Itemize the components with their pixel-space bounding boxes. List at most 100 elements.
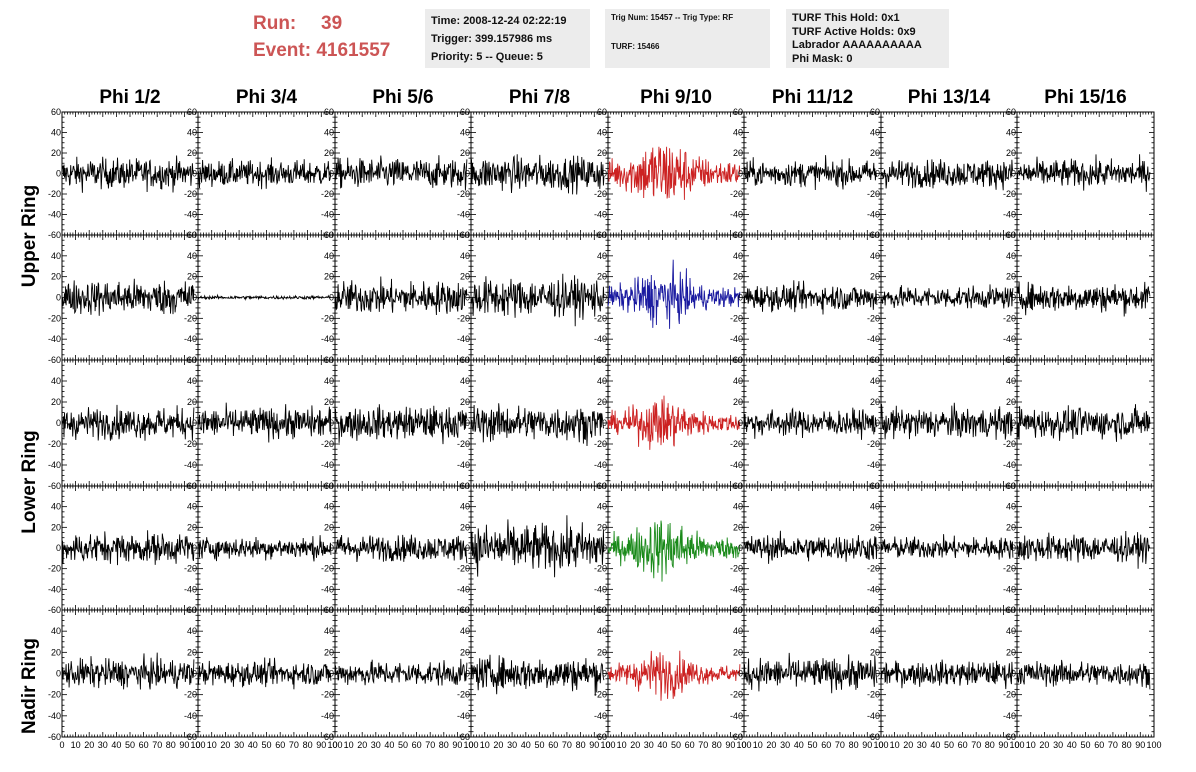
- phi-header-13-14: Phi 13/14: [907, 87, 991, 108]
- y-tick-label: -40: [867, 210, 880, 220]
- phi-header-7-8: Phi 7/8: [508, 87, 571, 108]
- y-tick-label: -20: [1003, 189, 1016, 199]
- waveform-trace: [61, 404, 195, 441]
- y-tick-label: 0: [738, 169, 743, 179]
- y-tick-label: 20: [460, 522, 470, 532]
- waveform-trace: [880, 159, 1014, 191]
- phi-header-11-12: Phi 11/12: [771, 87, 854, 108]
- y-tick-label: 20: [324, 397, 334, 407]
- y-tick-label: -20: [321, 564, 334, 574]
- y-tick-label: 0: [1011, 418, 1016, 428]
- waveform-trace: [197, 535, 332, 562]
- y-tick-label: -20: [457, 439, 470, 449]
- y-tick-label: 40: [324, 251, 334, 261]
- y-tick-label: 40: [870, 251, 880, 261]
- y-tick-label: 0: [1011, 293, 1016, 303]
- waveform-trace: [334, 155, 468, 191]
- y-tick-label: 60: [870, 107, 880, 117]
- y-tick-label: -40: [321, 210, 334, 220]
- y-tick-label: 60: [733, 107, 743, 117]
- y-tick-label: -40: [730, 584, 743, 594]
- y-tick-label: -20: [184, 313, 197, 323]
- y-tick-label: 40: [733, 376, 743, 386]
- y-tick-label: -20: [594, 564, 607, 574]
- y-tick-label: 40: [870, 376, 880, 386]
- y-tick-label: -20: [48, 564, 61, 574]
- y-tick-label: -20: [1003, 439, 1016, 449]
- y-tick-label: -20: [184, 564, 197, 574]
- run-number-row: Run: 39: [253, 10, 390, 37]
- trigger-info-box: Trig Num: 15457 -- Trig Type: RF TURF: 1…: [605, 9, 770, 68]
- y-tick-label: 40: [1006, 251, 1016, 261]
- waveform-trace: [197, 157, 332, 190]
- y-tick-label: 20: [870, 522, 880, 532]
- y-tick-label: -40: [457, 334, 470, 344]
- waveform-trace: [61, 530, 195, 566]
- y-tick-label: -20: [594, 189, 607, 199]
- y-tick-label: 0: [56, 169, 61, 179]
- waveform-trace: [470, 154, 605, 195]
- y-tick-label: -40: [594, 460, 607, 470]
- waveform-trace: [61, 155, 195, 193]
- y-tick-label: 20: [460, 397, 470, 407]
- y-tick-label: -40: [48, 460, 61, 470]
- y-tick-label: 0: [875, 418, 880, 428]
- y-tick-label: -20: [867, 564, 880, 574]
- y-tick-label: 60: [324, 107, 334, 117]
- y-tick-label: -20: [730, 564, 743, 574]
- y-tick-label: 40: [733, 502, 743, 512]
- y-tick-label: 0: [329, 543, 334, 553]
- y-tick-label: -20: [321, 313, 334, 323]
- y-tick-label: -20: [867, 189, 880, 199]
- y-tick-label: 0: [192, 418, 197, 428]
- y-tick-label: 20: [324, 148, 334, 158]
- y-tick-label: 20: [187, 272, 197, 282]
- phi-header-15-16: Phi 15/16: [1044, 87, 1127, 108]
- y-tick-label: 0: [875, 169, 880, 179]
- y-tick-label: 40: [51, 502, 61, 512]
- y-tick-label: -40: [1003, 460, 1016, 470]
- turf-number: TURF: 15466: [611, 42, 660, 51]
- y-tick-label: 0: [465, 543, 470, 553]
- y-tick-label: 0: [192, 543, 197, 553]
- y-tick-label: 20: [733, 148, 743, 158]
- y-tick-label: -40: [457, 584, 470, 594]
- waveform-trace: [743, 280, 878, 315]
- y-tick-label: 40: [324, 502, 334, 512]
- y-tick-label: 20: [187, 397, 197, 407]
- y-tick-label: 20: [51, 522, 61, 532]
- waveform-trace: [334, 404, 468, 445]
- y-tick-label: 60: [51, 107, 61, 117]
- y-tick-label: -20: [730, 439, 743, 449]
- y-tick-label: -40: [730, 210, 743, 220]
- y-tick-label: 0: [602, 543, 607, 553]
- run-event-display: Run: 39 Event: 4161557: [253, 10, 390, 64]
- y-tick-label: -40: [457, 210, 470, 220]
- time-info-box: Time: 2008-12-24 02:22:19 Trigger: 399.1…: [425, 9, 590, 68]
- waveform-trace: [470, 273, 605, 327]
- waveform-trace: [470, 403, 605, 447]
- y-tick-label: -20: [594, 313, 607, 323]
- y-tick-label: -60: [48, 355, 61, 365]
- y-tick-label: 0: [602, 418, 607, 428]
- waveform-trace: [607, 259, 741, 329]
- waveform-trace: [470, 515, 605, 578]
- y-tick-label: 0: [875, 543, 880, 553]
- y-tick-label: 20: [733, 272, 743, 282]
- y-tick-label: -40: [730, 334, 743, 344]
- y-tick-label: -40: [457, 460, 470, 470]
- y-tick-label: -40: [1003, 334, 1016, 344]
- y-tick-label: 0: [56, 418, 61, 428]
- y-tick-label: 40: [51, 251, 61, 261]
- run-number: 39: [321, 13, 343, 34]
- y-tick-label: 40: [1006, 376, 1016, 386]
- y-tick-label: -20: [48, 313, 61, 323]
- y-tick-label: -20: [321, 439, 334, 449]
- y-tick-label: 0: [738, 418, 743, 428]
- y-tick-label: 0: [738, 543, 743, 553]
- waveform-trace: [880, 284, 1014, 309]
- y-tick-label: -40: [1003, 210, 1016, 220]
- y-tick-label: -20: [1003, 313, 1016, 323]
- waveform-trace: [197, 293, 331, 301]
